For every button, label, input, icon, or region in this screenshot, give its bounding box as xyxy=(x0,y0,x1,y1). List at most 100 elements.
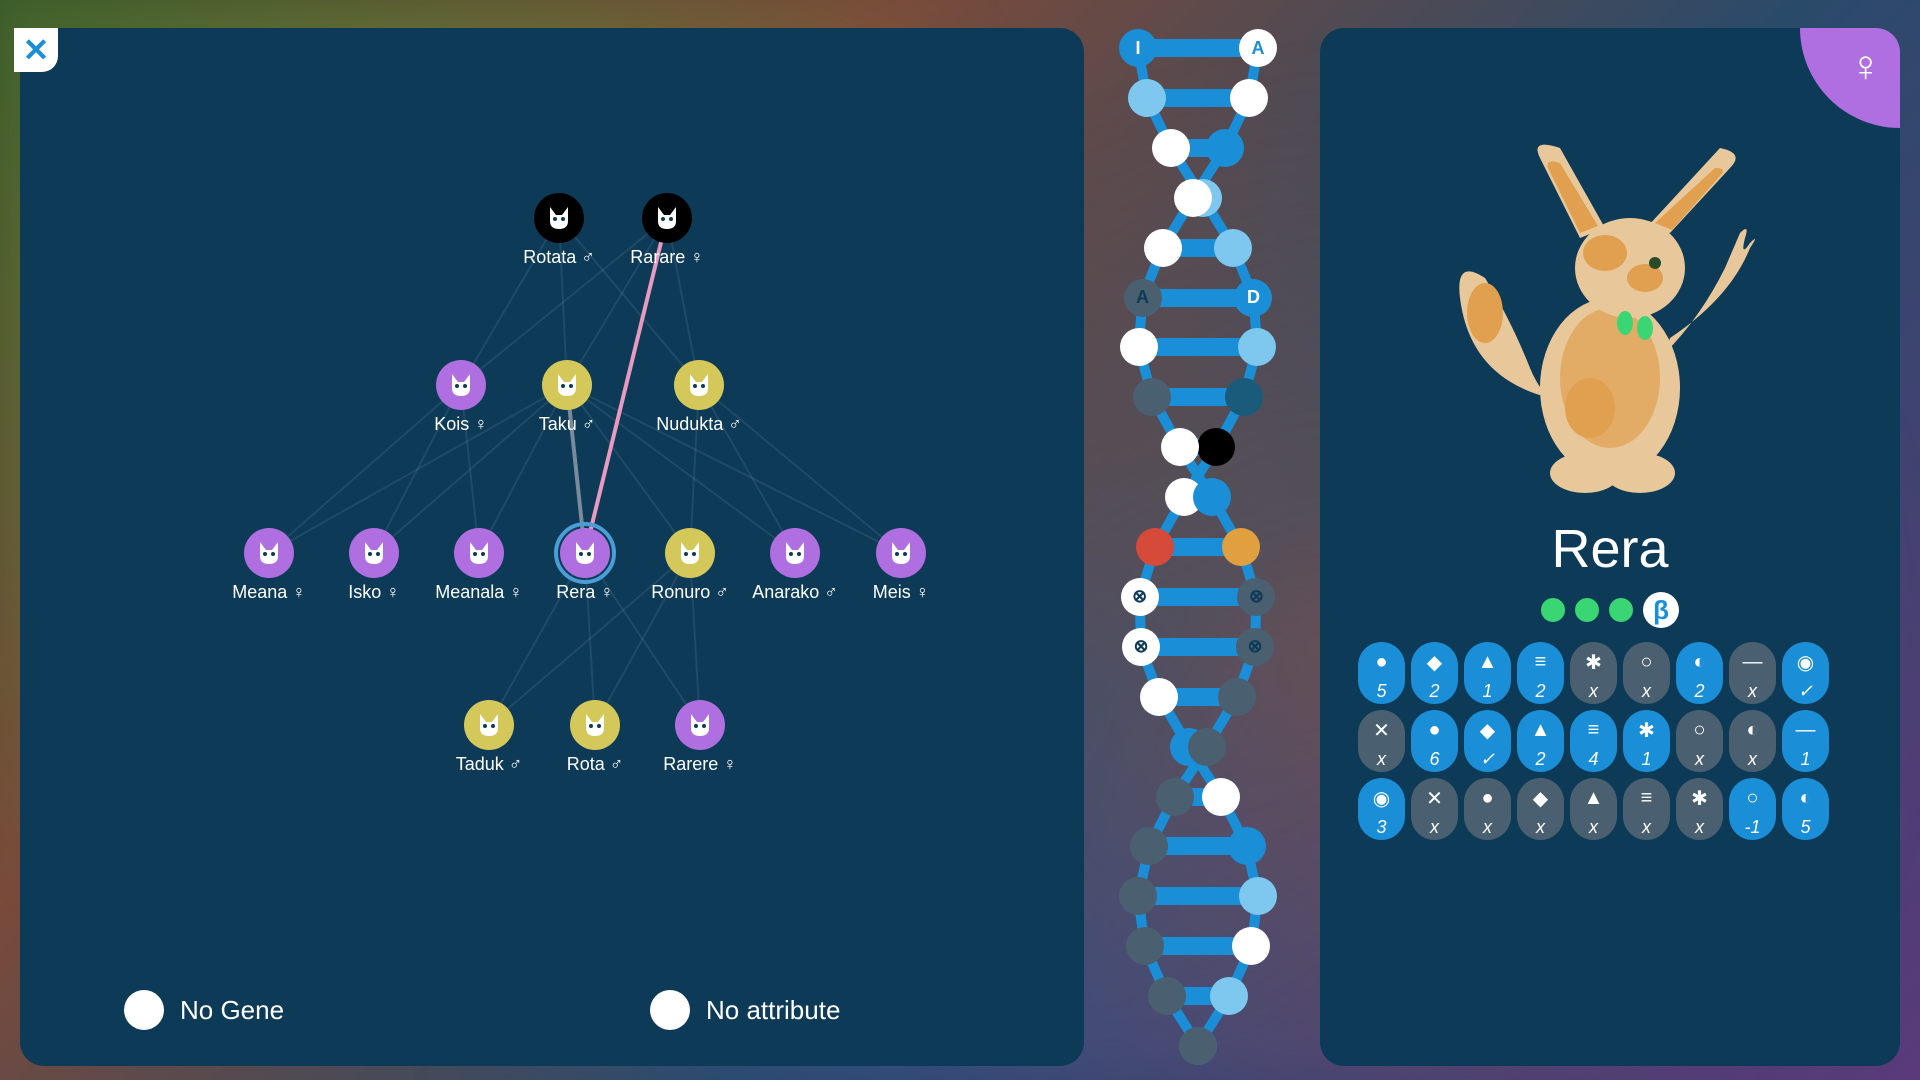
tree-node-label: Isko ♀ xyxy=(348,582,400,603)
gene-right-9[interactable] xyxy=(1193,478,1231,516)
trait-pill[interactable]: ◉3 xyxy=(1358,778,1405,840)
gene-left-15[interactable] xyxy=(1202,778,1240,816)
tree-node-isko[interactable]: Isko ♀ xyxy=(349,528,399,578)
trait-pill[interactable]: ✱x xyxy=(1570,642,1617,704)
gene-right-19[interactable] xyxy=(1148,977,1186,1015)
trait-pill[interactable]: ○x xyxy=(1676,710,1723,772)
gene-right-6[interactable] xyxy=(1120,328,1158,366)
gene-left-11[interactable]: ⊗ xyxy=(1121,578,1159,616)
gene-right-10[interactable] xyxy=(1222,528,1260,566)
gene-right-4[interactable] xyxy=(1144,229,1182,267)
trait-value: x xyxy=(1695,818,1704,836)
tree-node-rarare[interactable]: Rarare ♀ xyxy=(642,193,692,243)
tree-node-meana[interactable]: Meana ♀ xyxy=(244,528,294,578)
traits-grid: ●5◆2▲1≡2✱x○x◐2—x◉✓✕x●6◆✓▲2≡4✱1○x◐x—1◉3✕x… xyxy=(1358,642,1868,840)
gene-left-0[interactable]: I xyxy=(1119,29,1157,67)
trait-pill[interactable]: ○x xyxy=(1623,642,1670,704)
trait-icon: — xyxy=(1739,648,1767,676)
gene-right-18[interactable] xyxy=(1126,927,1164,965)
trait-pill[interactable]: ◐2 xyxy=(1676,642,1723,704)
trait-pill[interactable]: ◉✓ xyxy=(1782,642,1829,704)
trait-pill[interactable]: ≡x xyxy=(1623,778,1670,840)
trait-pill[interactable]: ◐5 xyxy=(1782,778,1829,840)
trait-pill[interactable]: ◆x xyxy=(1517,778,1564,840)
trait-value: x xyxy=(1642,818,1651,836)
trait-pill[interactable]: ▲2 xyxy=(1517,710,1564,772)
legend-gene-dot xyxy=(124,990,164,1030)
trait-value: 2 xyxy=(1535,682,1545,700)
gene-left-5[interactable]: D xyxy=(1234,279,1272,317)
status-dot xyxy=(1541,598,1565,622)
trait-value: 2 xyxy=(1694,682,1704,700)
gene-left-19[interactable] xyxy=(1210,977,1248,1015)
gene-right-12[interactable]: ⊗ xyxy=(1236,628,1274,666)
trait-icon: ◐ xyxy=(1792,784,1820,812)
trait-pill[interactable]: ◆2 xyxy=(1411,642,1458,704)
trait-icon: ◆ xyxy=(1421,648,1449,676)
gene-right-8[interactable] xyxy=(1161,428,1199,466)
tree-node-rera[interactable]: Rera ♀ xyxy=(560,528,610,578)
tree-node-kois[interactable]: Kois ♀ xyxy=(436,360,486,410)
gene-left-12[interactable]: ⊗ xyxy=(1122,628,1160,666)
trait-icon: ◐ xyxy=(1686,648,1714,676)
tree-node-anarako[interactable]: Anarako ♂ xyxy=(770,528,820,578)
gene-right-0[interactable]: A xyxy=(1239,29,1277,67)
tree-node-rotata[interactable]: Rotata ♂ xyxy=(534,193,584,243)
gene-left-4[interactable] xyxy=(1214,229,1252,267)
trait-value: 1 xyxy=(1482,682,1492,700)
trait-value: x xyxy=(1748,682,1757,700)
gene-right-5[interactable]: A xyxy=(1124,279,1162,317)
trait-value: ✓ xyxy=(1480,750,1495,768)
trait-icon: ◉ xyxy=(1792,648,1820,676)
legend-attribute[interactable]: No attribute xyxy=(650,990,840,1030)
legend-attribute-label: No attribute xyxy=(706,995,840,1026)
gene-right-3[interactable] xyxy=(1174,179,1212,217)
gene-right-2[interactable] xyxy=(1206,129,1244,167)
trait-pill[interactable]: ▲x xyxy=(1570,778,1617,840)
trait-pill[interactable]: ✕x xyxy=(1411,778,1458,840)
trait-pill[interactable]: ✱x xyxy=(1676,778,1723,840)
tree-node-taku[interactable]: Taku ♂ xyxy=(542,360,592,410)
gene-left-16[interactable] xyxy=(1228,827,1266,865)
trait-pill[interactable]: ●x xyxy=(1464,778,1511,840)
trait-icon: ✕ xyxy=(1368,716,1396,744)
gene-right-15[interactable] xyxy=(1156,778,1194,816)
trait-pill[interactable]: ✕x xyxy=(1358,710,1405,772)
trait-pill[interactable]: —x xyxy=(1729,642,1776,704)
tree-node-rota[interactable]: Rota ♂ xyxy=(570,700,620,750)
tree-node-nudukta[interactable]: Nudukta ♂ xyxy=(674,360,724,410)
tree-node-meanala[interactable]: Meanala ♀ xyxy=(454,528,504,578)
close-button[interactable]: ✕ xyxy=(14,28,58,72)
trait-pill[interactable]: ◆✓ xyxy=(1464,710,1511,772)
trait-pill[interactable]: ●6 xyxy=(1411,710,1458,772)
gene-right-14[interactable] xyxy=(1188,728,1226,766)
trait-pill[interactable]: ○-1 xyxy=(1729,778,1776,840)
gene-left-17[interactable] xyxy=(1239,877,1277,915)
trait-pill[interactable]: ≡2 xyxy=(1517,642,1564,704)
gene-left-1[interactable] xyxy=(1128,79,1166,117)
legend-gene[interactable]: No Gene xyxy=(124,990,284,1030)
trait-pill[interactable]: ◐x xyxy=(1729,710,1776,772)
trait-pill[interactable]: ≡4 xyxy=(1570,710,1617,772)
tree-node-meis[interactable]: Meis ♀ xyxy=(876,528,926,578)
trait-pill[interactable]: ●5 xyxy=(1358,642,1405,704)
status-dot xyxy=(1575,598,1599,622)
trait-pill[interactable]: ✱1 xyxy=(1623,710,1670,772)
gene-left-2[interactable] xyxy=(1152,129,1190,167)
gene-right-13[interactable] xyxy=(1218,678,1256,716)
tree-node-ronuro[interactable]: Ronuro ♂ xyxy=(665,528,715,578)
trait-icon: ○ xyxy=(1686,716,1714,744)
tree-node-taduk[interactable]: Taduk ♂ xyxy=(464,700,514,750)
trait-value: x xyxy=(1589,682,1598,700)
gene-right-11[interactable]: ⊗ xyxy=(1237,578,1275,616)
tree-node-rarere[interactable]: Rarere ♀ xyxy=(675,700,725,750)
gene-right-1[interactable] xyxy=(1230,79,1268,117)
gene-left-13[interactable] xyxy=(1140,678,1178,716)
trait-icon: ▲ xyxy=(1580,784,1608,812)
trait-pill[interactable]: —1 xyxy=(1782,710,1829,772)
gene-left-7[interactable] xyxy=(1225,378,1263,416)
trait-value: 4 xyxy=(1588,750,1598,768)
gene-right-20[interactable] xyxy=(1179,1027,1217,1065)
trait-pill[interactable]: ▲1 xyxy=(1464,642,1511,704)
tree-node-label: Nudukta ♂ xyxy=(656,414,742,435)
